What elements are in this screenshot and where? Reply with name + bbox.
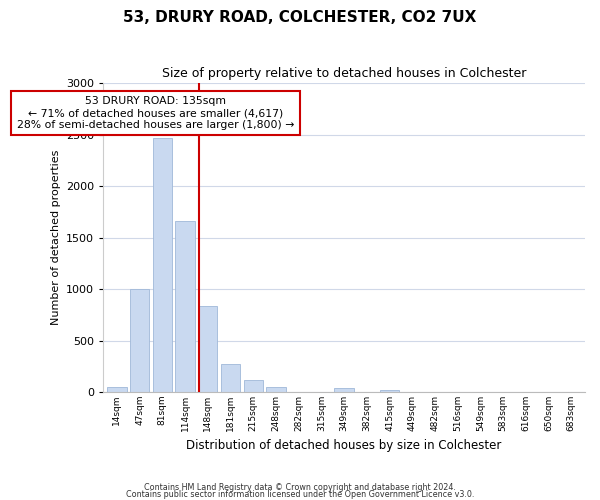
X-axis label: Distribution of detached houses by size in Colchester: Distribution of detached houses by size … bbox=[187, 440, 502, 452]
Bar bbox=[130, 289, 149, 392]
Bar bbox=[266, 387, 286, 392]
Bar bbox=[380, 390, 399, 392]
Title: Size of property relative to detached houses in Colchester: Size of property relative to detached ho… bbox=[162, 68, 526, 80]
Y-axis label: Number of detached properties: Number of detached properties bbox=[50, 150, 61, 325]
Bar bbox=[107, 387, 127, 392]
Bar bbox=[152, 138, 172, 392]
Text: 53, DRURY ROAD, COLCHESTER, CO2 7UX: 53, DRURY ROAD, COLCHESTER, CO2 7UX bbox=[124, 10, 476, 25]
Bar bbox=[334, 388, 354, 392]
Bar bbox=[244, 380, 263, 392]
Bar bbox=[175, 221, 195, 392]
Bar bbox=[221, 364, 240, 392]
Bar bbox=[198, 306, 217, 392]
Text: 53 DRURY ROAD: 135sqm
← 71% of detached houses are smaller (4,617)
28% of semi-d: 53 DRURY ROAD: 135sqm ← 71% of detached … bbox=[17, 96, 294, 130]
Text: Contains HM Land Registry data © Crown copyright and database right 2024.: Contains HM Land Registry data © Crown c… bbox=[144, 484, 456, 492]
Text: Contains public sector information licensed under the Open Government Licence v3: Contains public sector information licen… bbox=[126, 490, 474, 499]
